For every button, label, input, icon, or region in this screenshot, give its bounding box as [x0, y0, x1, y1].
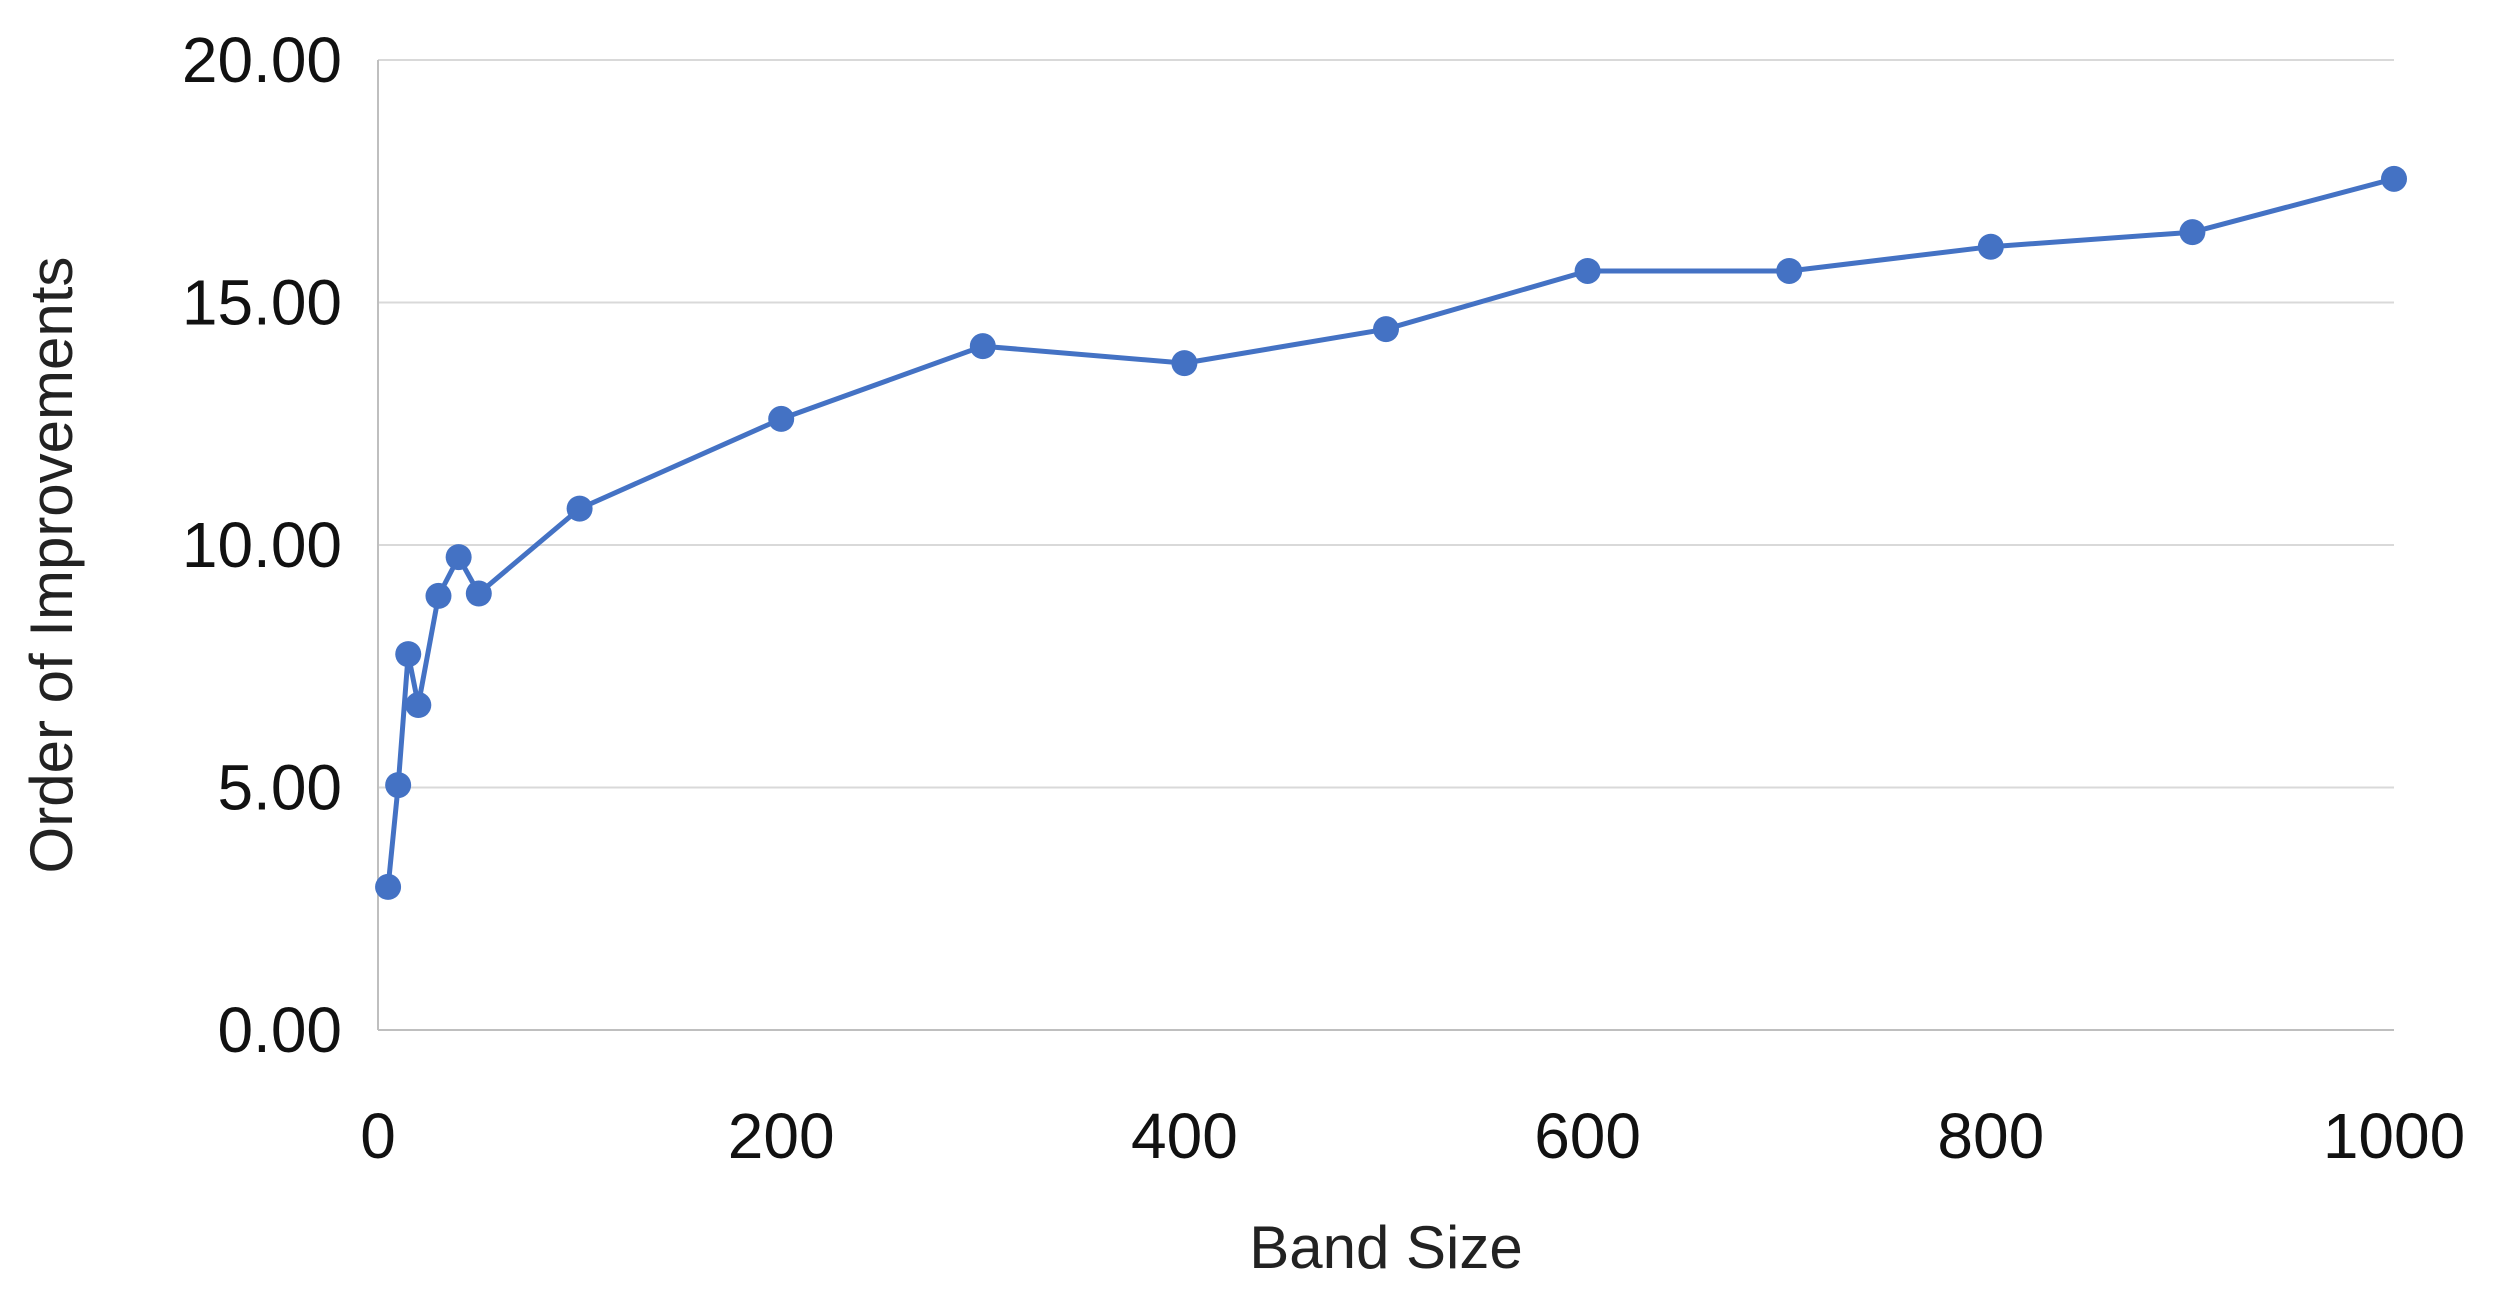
- x-tick-labels: 0 200 400 600 800 1000: [360, 1100, 2465, 1172]
- y-tick-label: 5.00: [217, 752, 342, 824]
- y-axis-title: Order of Improvements: [18, 257, 85, 874]
- data-point: [1373, 316, 1399, 343]
- data-point: [465, 580, 492, 607]
- y-tick-label: 20.00: [182, 24, 342, 96]
- data-point: [405, 692, 432, 719]
- data-point: [375, 873, 402, 900]
- data-point: [445, 544, 472, 571]
- x-tick-label: 200: [728, 1100, 835, 1172]
- y-tick-label: 0.00: [217, 994, 342, 1066]
- data-point: [1574, 257, 1601, 284]
- x-tick-label: 800: [1937, 1100, 2044, 1172]
- y-tick-label: 15.00: [182, 267, 342, 339]
- data-point: [1977, 233, 2004, 260]
- series-lines: [385, 176, 2397, 890]
- data-point: [566, 495, 593, 522]
- data-points: [375, 165, 2407, 900]
- x-tick-label: 600: [1534, 1100, 1641, 1172]
- x-tick-label: 1000: [2323, 1100, 2465, 1172]
- x-tick-label: 0: [360, 1100, 396, 1172]
- y-tick-labels: 0.00 5.00 10.00 15.00 20.00: [182, 24, 342, 1066]
- data-point: [969, 333, 996, 360]
- data-point: [1776, 257, 1803, 284]
- data-point: [1171, 350, 1198, 377]
- data-point: [425, 582, 452, 609]
- axes: [377, 60, 2394, 1031]
- gridlines: [378, 59, 2394, 789]
- data-point: [2179, 219, 2206, 246]
- data-point: [385, 772, 412, 799]
- x-axis-title: Band Size: [1249, 1214, 1523, 1281]
- data-point: [2381, 165, 2407, 192]
- y-tick-label: 10.00: [182, 509, 342, 581]
- data-point: [768, 405, 795, 432]
- x-tick-label: 400: [1131, 1100, 1238, 1172]
- series-line: [385, 176, 2397, 890]
- data-point: [395, 641, 422, 668]
